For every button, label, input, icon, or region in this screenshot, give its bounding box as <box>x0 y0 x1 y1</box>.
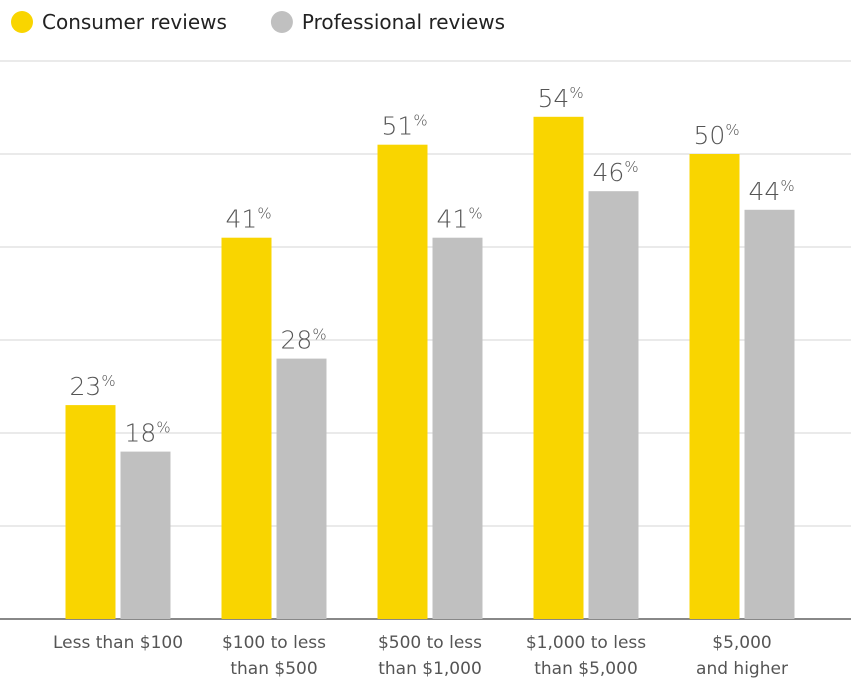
bar <box>120 451 171 619</box>
value-label: 51% <box>382 112 428 141</box>
value-label: 44% <box>749 177 795 206</box>
legend-label: Professional reviews <box>302 10 505 34</box>
bar <box>432 237 483 619</box>
bar <box>533 116 584 620</box>
bar <box>65 405 116 619</box>
bar <box>221 237 272 619</box>
x-tick-label: than $1,000 <box>378 659 482 679</box>
value-label: 18% <box>125 419 171 448</box>
bar <box>689 154 740 619</box>
value-label: 23% <box>70 372 116 401</box>
value-label: 50% <box>694 121 740 150</box>
bar <box>276 358 327 619</box>
value-label: 41% <box>226 205 272 234</box>
bar <box>377 144 428 619</box>
x-tick-label: than $5,000 <box>534 659 638 679</box>
x-tick-label: Less than $100 <box>53 633 183 653</box>
legend-item: Consumer reviews <box>11 10 227 34</box>
legend-swatch <box>270 11 293 33</box>
value-label: 54% <box>538 84 584 113</box>
x-tick-label: $1,000 to less <box>526 633 646 653</box>
bar <box>744 209 795 620</box>
x-tick-label: $100 to less <box>222 633 326 653</box>
value-label: 41% <box>437 205 483 234</box>
bar <box>588 191 639 619</box>
value-label: 46% <box>593 158 639 187</box>
x-tick-label: than $500 <box>230 659 317 679</box>
legend-item: Professional reviews <box>270 10 505 34</box>
x-tick-label: $5,000 <box>712 633 771 653</box>
legend-label: Consumer reviews <box>42 10 227 34</box>
x-tick-label: and higher <box>696 659 788 679</box>
legend-swatch <box>11 11 33 33</box>
value-label: 28% <box>281 326 327 355</box>
x-tick-label: $500 to less <box>378 633 482 653</box>
